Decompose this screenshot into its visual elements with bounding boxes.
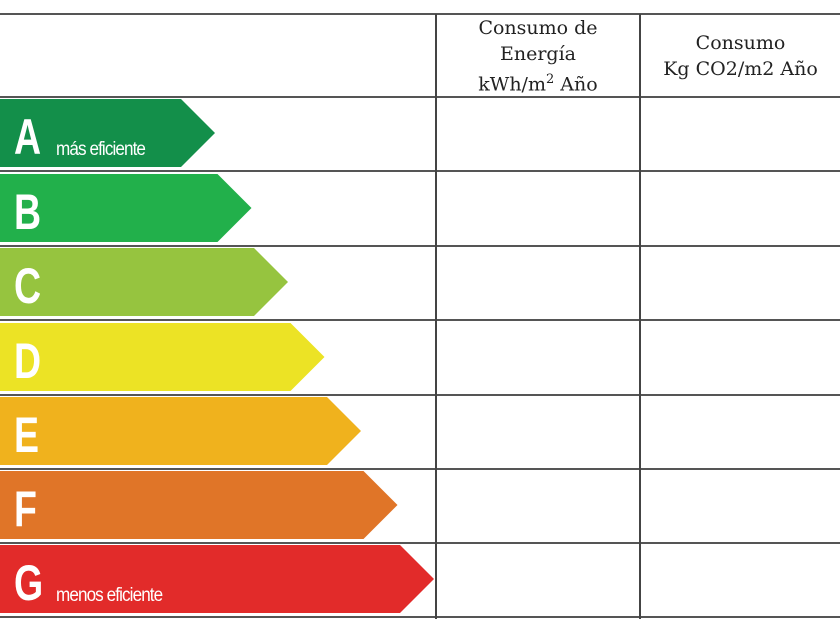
rating-arrow-d: D	[0, 323, 325, 391]
rating-arrow-c: C	[0, 248, 288, 316]
rating-letter: F	[14, 481, 37, 537]
divider	[639, 14, 641, 619]
value-cell-co2-d	[641, 323, 840, 391]
divider	[0, 245, 840, 247]
divider	[0, 542, 840, 544]
value-cell-energy-g	[437, 545, 639, 613]
value-cell-co2-b	[641, 174, 840, 242]
divider	[435, 14, 437, 619]
header-line: Kg CO2/m2 Año	[663, 58, 818, 80]
value-cell-energy-b	[437, 174, 639, 242]
divider	[0, 468, 840, 470]
rating-letter: C	[14, 258, 42, 314]
divider	[0, 13, 840, 15]
value-cell-energy-e	[437, 397, 639, 465]
rating-letter: B	[14, 184, 42, 240]
rating-letter: A	[14, 109, 42, 165]
value-cell-co2-c	[641, 248, 840, 316]
value-cell-energy-f	[437, 471, 639, 539]
rating-arrow-b: B	[0, 174, 252, 242]
rating-letter: D	[14, 333, 42, 389]
rating-arrow-e: E	[0, 397, 361, 465]
value-cell-co2-g	[641, 545, 840, 613]
header-line: Consumo de	[478, 16, 598, 39]
divider	[0, 170, 840, 172]
divider	[0, 319, 840, 321]
divider	[0, 96, 840, 98]
divider	[0, 394, 840, 396]
rating-letter: E	[14, 407, 40, 463]
rating-note: más eficiente	[56, 139, 146, 160]
rating-note: menos eficiente	[56, 585, 163, 606]
rating-arrow-f: F	[0, 471, 398, 539]
rating-letter: G	[14, 555, 44, 611]
header-energy-consumption: Consumo de Energía kWh/m2 Año	[437, 15, 639, 97]
value-cell-co2-e	[641, 397, 840, 465]
unit-text: Año	[554, 73, 598, 96]
divider	[0, 616, 840, 618]
value-cell-energy-d	[437, 323, 639, 391]
header-line: Energía	[500, 42, 576, 65]
header-co2-emissions: Consumo Kg CO2/m2 Año	[641, 15, 840, 97]
header-line: Consumo	[695, 32, 786, 54]
header-unit: kWh/m2 Año	[478, 67, 597, 97]
value-cell-energy-a	[437, 99, 639, 167]
unit-superscript: 2	[545, 71, 555, 87]
value-cell-co2-f	[641, 471, 840, 539]
unit-text: kWh/m	[478, 73, 546, 96]
value-cell-co2-a	[641, 99, 840, 167]
value-cell-energy-c	[437, 248, 639, 316]
